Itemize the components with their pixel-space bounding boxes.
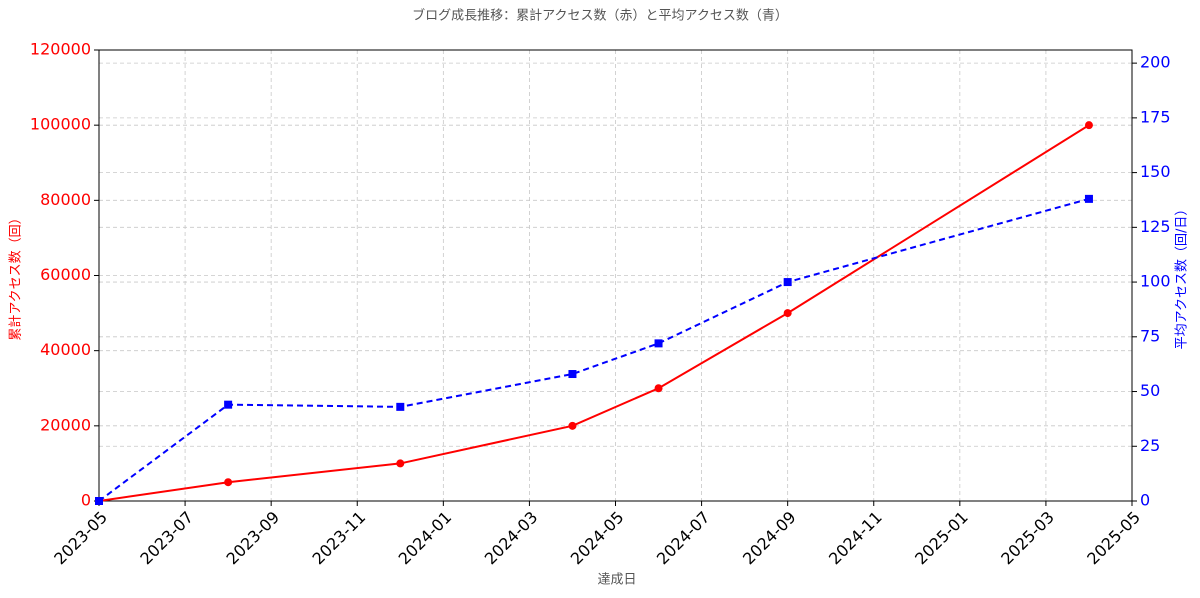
point [654, 339, 663, 348]
y-tick-label: 60000 [40, 265, 91, 284]
y-tick-label: 40000 [40, 340, 91, 359]
x-tick-label: 2024-03 [481, 508, 542, 569]
x-tick-label: 2025-01 [911, 508, 972, 569]
y-tick-label: 120000 [30, 40, 91, 59]
y-tick-label: 80000 [40, 190, 91, 209]
point [1084, 121, 1093, 130]
x-tick-label: 2023-11 [309, 508, 370, 569]
y2-tick-label: 175 [1140, 107, 1171, 126]
point [1084, 194, 1093, 203]
x-tick-label: 2024-11 [825, 508, 886, 569]
x-tick-label: 2024-05 [567, 508, 628, 569]
plot-frame [98, 49, 1133, 502]
x-tick-label: 2024-01 [395, 508, 456, 569]
x-axis-label: 達成日 [597, 573, 636, 588]
x-tick-label: 2025-03 [997, 508, 1058, 569]
x-tick-label: 2025-05 [1083, 508, 1144, 569]
y2-tick-label: 200 [1140, 53, 1171, 72]
point [568, 421, 577, 430]
point [568, 370, 577, 379]
point [783, 278, 792, 287]
y-tick-label: 100000 [30, 115, 91, 134]
point [654, 384, 663, 393]
y2-tick-label: 0 [1140, 491, 1150, 510]
y2-tick-label: 150 [1140, 162, 1171, 181]
series-line [98, 197, 1090, 502]
x-tick-label: 2024-09 [739, 508, 800, 569]
point [396, 402, 405, 411]
x-tick-label: 2023-05 [50, 508, 111, 569]
y2-tick-label: 25 [1140, 436, 1160, 455]
y2-axis-label: 平均アクセス数（回/日） [1175, 203, 1190, 350]
y2-tick-label: 125 [1140, 217, 1171, 236]
y-axis-label: 累計アクセス数（回） [8, 211, 24, 340]
y2-tick-label: 100 [1140, 272, 1171, 291]
y2-tick-label: 50 [1140, 381, 1160, 400]
point [95, 497, 103, 505]
x-tick-label: 2023-07 [136, 508, 197, 569]
x-tick-label: 2024-07 [653, 508, 714, 569]
y-tick-label: 20000 [40, 415, 91, 434]
point [224, 478, 233, 487]
point [783, 309, 792, 318]
series-line [98, 124, 1090, 502]
y-tick-label: 0 [81, 491, 91, 510]
point [396, 459, 405, 468]
y2-tick-label: 75 [1140, 326, 1160, 345]
chart-title: ブログ成長推移：累計アクセス数（赤）と平均アクセス数（青） [412, 8, 788, 24]
x-tick-label: 2023-09 [222, 508, 283, 569]
point [224, 400, 233, 409]
